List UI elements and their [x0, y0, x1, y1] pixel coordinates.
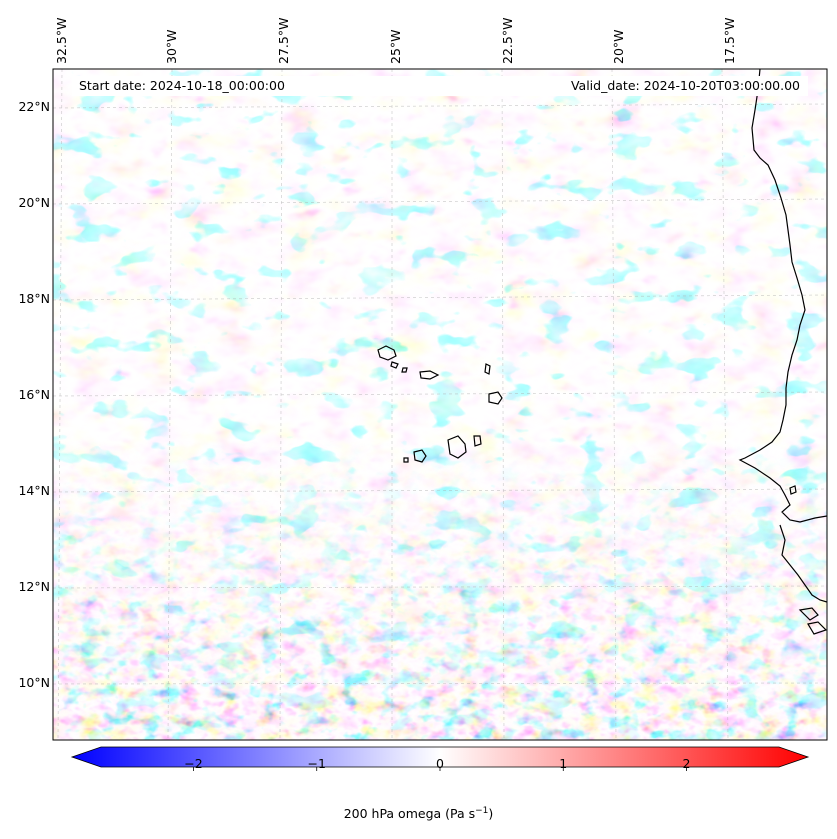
latitude-label: 22°N	[18, 99, 50, 114]
graticule-lines	[53, 69, 827, 740]
colorbar	[70, 746, 810, 771]
latitude-label: 16°N	[18, 387, 50, 402]
start-date-label: Start date: 2024-10-18_00:00:00	[79, 78, 285, 93]
map-frame	[52, 68, 828, 741]
longitude-label: 27.5°W	[276, 17, 291, 64]
longitude-label: 25°W	[388, 29, 403, 64]
cabo-verde-islands	[377, 345, 503, 463]
latitude-label: 12°N	[18, 579, 50, 594]
longitude-label: 20°W	[611, 29, 626, 64]
latitude-label: 20°N	[18, 195, 50, 210]
latitude-label: 10°N	[18, 675, 50, 690]
date-header-band	[72, 76, 808, 96]
longitude-label: 17.5°W	[722, 17, 737, 64]
colorbar-tick-label: −2	[184, 756, 203, 771]
longitude-label: 32.5°W	[54, 17, 69, 64]
latitude-label: 18°N	[18, 291, 50, 306]
colorbar-bar	[70, 746, 810, 768]
colorbar-tick-label: 1	[559, 756, 568, 771]
coastline	[738, 69, 827, 635]
latitude-label: 14°N	[18, 483, 50, 498]
colorbar-tick-label: 2	[682, 756, 691, 771]
colorbar-tick-marks	[193, 767, 687, 771]
colorbar-tick-label: 0	[436, 756, 444, 771]
colorbar-title: 200 hPa omega (Pa s−1)	[343, 806, 494, 822]
colorbar-tick-label: −1	[307, 756, 326, 771]
longitude-label: 30°W	[164, 29, 179, 64]
valid-date-label: Valid_date: 2024-10-20T03:00:00.00	[570, 78, 800, 93]
longitude-label: 22.5°W	[500, 17, 515, 64]
omega-field	[53, 69, 827, 740]
